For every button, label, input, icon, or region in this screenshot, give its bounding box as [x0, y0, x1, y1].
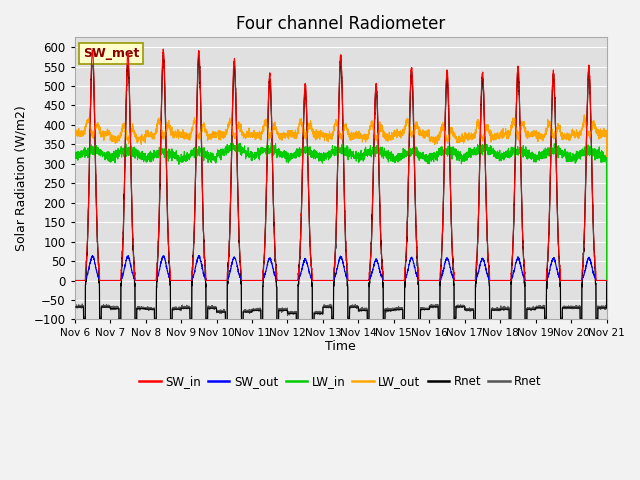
Line: Rnet: Rnet — [75, 55, 607, 325]
LW_in — [602, 155, 610, 160]
Rnet — [602, 305, 610, 311]
Line: SW_out: SW_out — [75, 255, 607, 280]
SW_out — [195, 252, 203, 258]
LW_in — [603, 277, 611, 283]
Rnet — [321, 304, 329, 310]
LW_out — [166, 125, 174, 131]
SW_in — [460, 277, 468, 283]
LW_out — [460, 140, 467, 146]
SW_out — [321, 277, 328, 283]
Legend: SW_in, SW_out, LW_in, LW_out, Rnet, Rnet: SW_in, SW_out, LW_in, LW_out, Rnet, Rnet — [134, 370, 547, 393]
SW_in — [321, 277, 328, 283]
LW_in — [490, 149, 498, 155]
Line: SW_in: SW_in — [75, 49, 607, 280]
LW_out — [580, 112, 588, 118]
Rnet — [431, 303, 438, 309]
LW_out — [430, 137, 438, 143]
SW_out — [460, 277, 468, 283]
Text: SW_met: SW_met — [83, 47, 139, 60]
Rnet — [490, 307, 498, 313]
Rnet — [166, 280, 174, 286]
SW_in — [71, 277, 79, 283]
LW_in — [166, 154, 174, 159]
Title: Four channel Radiometer: Four channel Radiometer — [236, 15, 445, 33]
LW_in — [321, 156, 328, 161]
X-axis label: Time: Time — [325, 340, 356, 353]
Rnet — [71, 304, 79, 310]
LW_out — [490, 135, 498, 141]
Rnet — [71, 304, 79, 310]
SW_in — [431, 277, 438, 283]
LW_in — [71, 151, 79, 157]
SW_in — [602, 277, 610, 283]
SW_in — [166, 270, 174, 276]
Line: Rnet: Rnet — [75, 49, 607, 325]
Rnet — [292, 322, 300, 328]
Rnet — [166, 279, 174, 285]
SW_out — [166, 277, 174, 283]
SW_out — [490, 277, 498, 283]
LW_out — [603, 277, 611, 283]
SW_out — [602, 277, 610, 283]
SW_in — [603, 277, 611, 283]
LW_in — [460, 156, 468, 162]
SW_in — [490, 277, 498, 283]
Rnet — [309, 323, 317, 328]
Rnet — [490, 306, 498, 312]
Rnet — [460, 304, 468, 310]
LW_out — [71, 133, 79, 139]
Line: LW_out: LW_out — [75, 115, 607, 280]
LW_in — [431, 150, 438, 156]
Rnet — [602, 305, 610, 311]
LW_in — [268, 140, 275, 146]
Y-axis label: Solar Radiation (W/m2): Solar Radiation (W/m2) — [15, 106, 28, 251]
LW_out — [321, 133, 328, 139]
Rnet — [603, 277, 611, 283]
SW_out — [431, 277, 438, 283]
Rnet — [431, 304, 438, 310]
SW_out — [71, 277, 79, 283]
Rnet — [603, 277, 611, 283]
Rnet — [460, 304, 468, 310]
Line: LW_in: LW_in — [75, 143, 607, 280]
SW_out — [603, 277, 611, 283]
SW_in — [159, 46, 167, 52]
Rnet — [321, 304, 329, 310]
Rnet — [88, 52, 96, 58]
LW_out — [602, 128, 610, 133]
Rnet — [88, 47, 96, 52]
